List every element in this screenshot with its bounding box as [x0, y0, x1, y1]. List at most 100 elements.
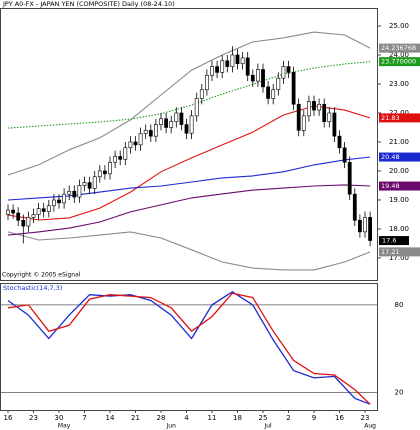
candle-body — [138, 132, 143, 146]
moving-line — [7, 31, 371, 176]
price-panel-frame — [0, 8, 378, 281]
value-tag-label: 20.48 — [381, 153, 400, 161]
candle-body — [108, 161, 112, 175]
candle-body — [21, 219, 26, 227]
candle-body — [199, 89, 204, 99]
candle-body — [240, 57, 245, 64]
candle-body — [255, 69, 260, 82]
candle-body — [301, 115, 306, 131]
candle-body — [352, 193, 357, 221]
x-tick-label: 25 — [259, 414, 268, 422]
value-tag-label: 19.48 — [381, 182, 400, 190]
x-tick-label: 2 — [286, 414, 290, 422]
candle-body — [342, 147, 347, 163]
candle-body — [118, 156, 123, 160]
x-tick-label: 30 — [55, 414, 64, 422]
candle-body — [317, 103, 322, 111]
candle-body — [159, 118, 163, 125]
candle-body — [36, 208, 41, 215]
y-tick-label: 80 — [395, 301, 404, 309]
x-tick-label: 9 — [312, 414, 316, 422]
candle-body — [26, 217, 31, 227]
candle-body — [154, 124, 158, 137]
candle-body — [179, 112, 184, 125]
candle-body — [286, 66, 291, 73]
x-tick-label: 16 — [4, 414, 13, 422]
candle-body — [184, 124, 189, 134]
candle-body — [306, 101, 311, 117]
candle-body — [194, 98, 199, 117]
candle-body — [169, 121, 174, 128]
chart-title: JPY A0-FX - JAPAN YEN (COMPOSITE) Daily … — [2, 0, 175, 8]
candle-body — [57, 199, 61, 204]
candle-body — [332, 112, 337, 137]
candle-body — [31, 214, 36, 218]
candle-body — [210, 66, 214, 76]
x-tick-label: 4 — [184, 414, 189, 422]
candle-body — [337, 135, 342, 149]
x-tick-label: 14 — [106, 414, 115, 422]
y-tick-label: 24.00 — [389, 51, 409, 59]
moving-line — [7, 61, 371, 129]
candle-body — [97, 170, 102, 178]
candle-body — [123, 147, 128, 160]
candle-body — [245, 57, 250, 76]
candle-body — [133, 141, 138, 146]
x-tick-label: 21 — [131, 414, 140, 422]
month-label: Jul — [263, 423, 272, 430]
y-tick-label: 23.00 — [389, 80, 409, 88]
value-tag-label: 21.83 — [381, 114, 400, 122]
x-tick-label: 11 — [208, 414, 217, 422]
candle-body — [220, 60, 225, 73]
candle-body — [62, 193, 67, 204]
candle-body — [148, 130, 153, 137]
moving-line — [7, 231, 371, 271]
candle-body — [312, 101, 316, 111]
value-tag-label: 23.770000 — [381, 58, 416, 66]
candle-body — [128, 141, 133, 149]
x-tick-label: 23 — [29, 414, 38, 422]
candle-body — [347, 161, 352, 195]
candle-body — [357, 219, 362, 233]
month-label: Jun — [166, 423, 177, 430]
candle-body — [296, 103, 301, 131]
y-tick-label: 20 — [395, 388, 404, 396]
y-tick-label: 25.00 — [389, 22, 409, 30]
candle-body — [72, 190, 77, 198]
y-tick-label: 21.00 — [389, 138, 409, 146]
value-tag — [379, 152, 420, 162]
value-tag — [379, 247, 420, 257]
candle-body — [363, 217, 367, 233]
candle-body — [82, 182, 87, 186]
candle-body — [103, 170, 107, 175]
stochastic-line — [7, 291, 371, 405]
x-tick-label: 28 — [157, 414, 166, 422]
x-tick-label: 7 — [82, 414, 86, 422]
moving-line — [7, 184, 371, 236]
candle-body — [51, 199, 56, 207]
stochastic-panel-frame — [0, 283, 378, 411]
candle-body — [189, 115, 194, 134]
candle-body — [322, 103, 327, 122]
candle-body — [281, 66, 286, 79]
candle-body — [87, 182, 92, 189]
y-tick-label: 18.00 — [389, 225, 409, 233]
candle-body — [261, 69, 265, 88]
candle-body — [368, 217, 373, 241]
candle-body — [67, 190, 72, 195]
candle-body — [235, 54, 240, 64]
footnote: Copyright © 2005 eSignal — [2, 272, 81, 279]
panel-title: Stochastic(14,7,3) — [3, 284, 62, 292]
candle-body — [164, 118, 169, 128]
candle-body — [16, 212, 21, 221]
y-tick-label: 22.00 — [389, 109, 409, 117]
value-tag — [379, 181, 420, 191]
candle-body — [174, 112, 179, 122]
month-label: Aug — [364, 423, 376, 430]
moving-line — [7, 156, 371, 201]
value-tag-label: 24.236768 — [381, 44, 416, 52]
value-tag — [379, 43, 420, 53]
x-tick-label: 16 — [335, 414, 344, 422]
